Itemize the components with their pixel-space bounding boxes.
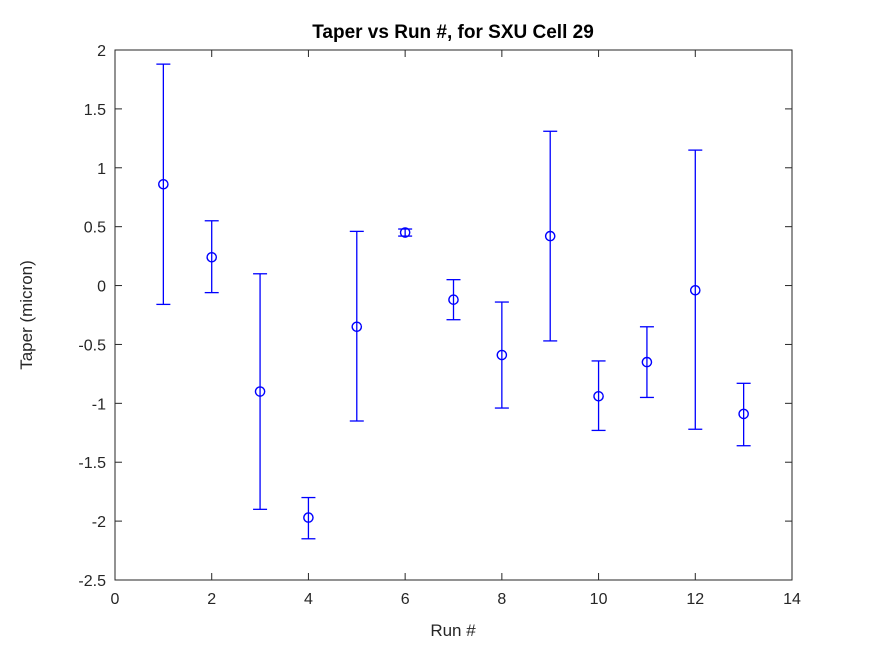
error-bar: [639, 326, 654, 399]
x-axis-label: Run #: [430, 621, 476, 640]
error-bar: [688, 149, 703, 430]
x-tick-label: 4: [304, 591, 313, 608]
axis-box: [114, 49, 793, 581]
x-tick-label: 0: [111, 591, 120, 608]
data-point-marker: [303, 512, 314, 523]
error-bar: [156, 63, 171, 306]
y-axis-label: Taper (micron): [17, 260, 36, 370]
data-point-marker: [496, 349, 508, 361]
x-tick-label: 2: [207, 591, 216, 608]
chart-title: Taper vs Run #, for SXU Cell 29: [312, 22, 594, 43]
data-point-marker: [158, 178, 169, 190]
x-tick-label: 12: [686, 591, 704, 608]
x-tick-label: 8: [497, 591, 506, 608]
y-tick-label: -2: [92, 514, 106, 531]
axes-layer: 0 2 4 6 8 10 12 14 2 1.5 1 0.5 0 -0.5 -1 -1.5 -2 -2.5: [78, 43, 801, 608]
error-bar: [736, 382, 751, 447]
data-point-marker: [738, 408, 749, 420]
errorbar-series: [156, 63, 751, 540]
y-tick-label: -0.5: [78, 337, 106, 354]
error-bar: [543, 130, 558, 342]
y-tick-label: 0.5: [84, 220, 106, 237]
data-point-marker: [351, 321, 363, 333]
data-point-marker: [544, 230, 556, 242]
data-point-marker: [593, 390, 604, 402]
data-point-marker: [206, 251, 218, 263]
data-point-marker: [399, 227, 411, 238]
y-tick-label: 1.5: [84, 102, 106, 119]
y-tick-label: 1: [97, 161, 106, 178]
error-bar: [204, 220, 219, 294]
x-tick-label: 10: [590, 591, 608, 608]
data-point-marker: [448, 294, 459, 305]
y-tick-label: 2: [97, 43, 106, 60]
error-bar: [446, 279, 461, 321]
data-point-marker: [641, 356, 653, 368]
error-bar: [591, 360, 606, 432]
y-tick-label: -1: [92, 396, 106, 413]
y-tick-label: 0: [97, 279, 106, 296]
x-tick-label: 6: [401, 591, 410, 608]
data-point-marker: [689, 284, 701, 296]
error-bar: [494, 301, 509, 409]
error-bar: [349, 230, 364, 422]
data-point-marker: [254, 386, 266, 397]
error-bar: [301, 496, 316, 540]
error-bar: [398, 227, 413, 238]
error-bar: [253, 273, 268, 510]
y-tick-label: -1.5: [78, 455, 106, 472]
x-tick-label: 14: [783, 591, 801, 608]
y-tick-label: -2.5: [78, 573, 106, 590]
